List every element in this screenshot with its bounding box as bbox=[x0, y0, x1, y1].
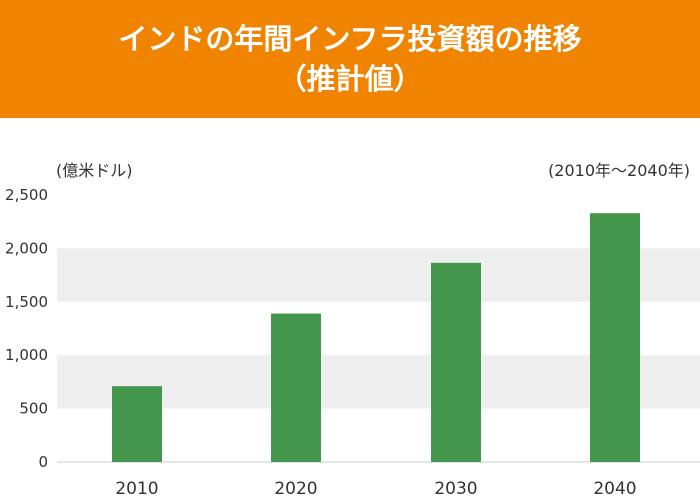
chart-title: インドの年間インフラ投資額の推移 bbox=[118, 22, 582, 56]
x-tick-label: 2030 bbox=[434, 479, 477, 499]
bar-2030 bbox=[431, 262, 481, 462]
x-tick-label: 2040 bbox=[593, 479, 636, 499]
y-tick-label: 500 bbox=[19, 400, 48, 418]
y-tick-label: 1,500 bbox=[5, 293, 48, 311]
chart-title-banner: インドの年間インフラ投資額の推移 （推計値） bbox=[0, 0, 700, 118]
chart-subtitle: （推計値） bbox=[277, 62, 423, 96]
bar-2040 bbox=[590, 213, 640, 462]
y-unit-label: (億米ドル) bbox=[56, 161, 133, 180]
bar-2020 bbox=[271, 313, 321, 462]
y-tick-label: 2,000 bbox=[5, 239, 48, 257]
year-range-label: (2010年～2040年) bbox=[548, 161, 690, 180]
y-tick-label: 0 bbox=[38, 453, 48, 471]
y-tick-labels: 0 500 1,000 1,500 2,000 2,500 bbox=[5, 186, 48, 471]
x-tick-label: 2010 bbox=[115, 479, 158, 499]
bars-group bbox=[112, 213, 640, 462]
bar-2010 bbox=[112, 386, 162, 462]
y-tick-label: 2,500 bbox=[5, 186, 48, 204]
x-tick-label: 2020 bbox=[274, 479, 317, 499]
y-tick-label: 1,000 bbox=[5, 346, 48, 364]
x-tick-labels: 2010 2020 2030 2040 bbox=[115, 479, 636, 499]
bar-chart: 0 500 1,000 1,500 2,000 2,500 2010 2020 2030 204… bbox=[5, 161, 700, 499]
